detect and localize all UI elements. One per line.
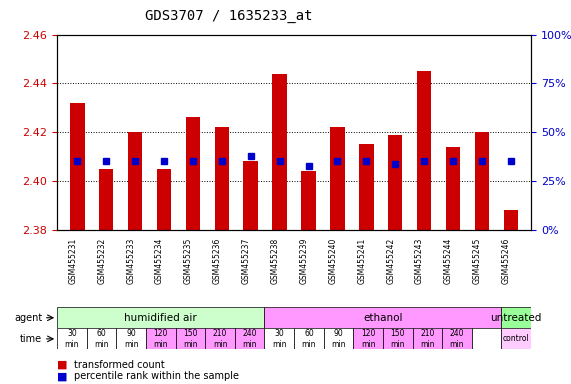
Bar — [186, 118, 200, 230]
Bar — [359, 144, 373, 230]
FancyBboxPatch shape — [383, 328, 412, 349]
Text: 210
min: 210 min — [420, 329, 435, 349]
FancyBboxPatch shape — [501, 328, 531, 349]
FancyBboxPatch shape — [412, 328, 442, 349]
Bar — [475, 132, 489, 230]
FancyBboxPatch shape — [324, 328, 353, 349]
Text: agent: agent — [14, 313, 42, 323]
Bar — [215, 127, 229, 230]
Bar — [272, 74, 287, 230]
Text: 120
min: 120 min — [361, 329, 375, 349]
Text: 240
min: 240 min — [242, 329, 257, 349]
Text: ethanol: ethanol — [363, 313, 403, 323]
FancyBboxPatch shape — [146, 328, 176, 349]
Text: ■: ■ — [57, 360, 67, 370]
Text: 30
min: 30 min — [65, 329, 79, 349]
FancyBboxPatch shape — [116, 328, 146, 349]
Text: 240
min: 240 min — [450, 329, 464, 349]
FancyBboxPatch shape — [176, 328, 205, 349]
Text: transformed count: transformed count — [74, 360, 165, 370]
FancyBboxPatch shape — [87, 328, 116, 349]
Bar — [417, 71, 431, 230]
Bar — [157, 169, 171, 230]
FancyBboxPatch shape — [353, 328, 383, 349]
Bar — [446, 147, 460, 230]
Text: time: time — [20, 334, 42, 344]
Bar — [70, 103, 85, 230]
Text: control: control — [503, 334, 529, 343]
FancyBboxPatch shape — [57, 328, 87, 349]
FancyBboxPatch shape — [472, 328, 501, 349]
FancyBboxPatch shape — [501, 307, 531, 328]
Bar — [128, 132, 142, 230]
Text: 60
min: 60 min — [94, 329, 109, 349]
Bar — [301, 171, 316, 230]
Bar — [99, 169, 114, 230]
Bar — [388, 134, 403, 230]
Text: humidified air: humidified air — [124, 313, 197, 323]
FancyBboxPatch shape — [264, 307, 501, 328]
Text: untreated: untreated — [490, 313, 542, 323]
Text: 60
min: 60 min — [301, 329, 316, 349]
FancyBboxPatch shape — [264, 328, 294, 349]
Text: 120
min: 120 min — [154, 329, 168, 349]
Text: 150
min: 150 min — [391, 329, 405, 349]
Text: 90
min: 90 min — [124, 329, 138, 349]
FancyBboxPatch shape — [57, 307, 264, 328]
Text: 90
min: 90 min — [331, 329, 346, 349]
Text: percentile rank within the sample: percentile rank within the sample — [74, 371, 239, 381]
FancyBboxPatch shape — [294, 328, 324, 349]
Text: 30
min: 30 min — [272, 329, 287, 349]
Bar — [504, 210, 518, 230]
Text: 150
min: 150 min — [183, 329, 198, 349]
Bar — [243, 161, 258, 230]
FancyBboxPatch shape — [205, 328, 235, 349]
Bar — [330, 127, 345, 230]
Text: GDS3707 / 1635233_at: GDS3707 / 1635233_at — [144, 9, 312, 23]
Text: ■: ■ — [57, 371, 67, 381]
FancyBboxPatch shape — [442, 328, 472, 349]
FancyBboxPatch shape — [235, 328, 264, 349]
Text: 210
min: 210 min — [213, 329, 227, 349]
